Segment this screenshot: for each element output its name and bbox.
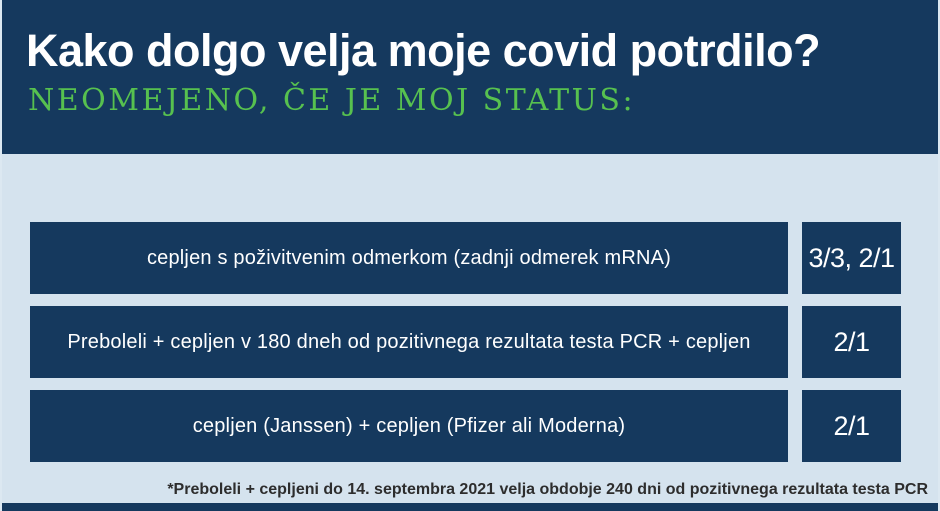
bottom-divider [2,503,938,511]
dose-badge: 3/3, 2/1 [802,222,901,294]
status-table: cepljen s poživitvenim odmerkom (zadnji … [30,222,901,474]
header-banner: Kako dolgo velja moje covid potrdilo? NE… [2,0,938,154]
table-row: cepljen s poživitvenim odmerkom (zadnji … [30,222,901,294]
page-title: Kako dolgo velja moje covid potrdilo? [26,25,821,76]
page-subtitle: NEOMEJENO, ČE JE MOJ STATUS: [28,83,636,119]
status-label: cepljen (Janssen) + cepljen (Pfizer ali … [30,390,788,462]
dose-badge: 2/1 [802,390,901,462]
table-row: cepljen (Janssen) + cepljen (Pfizer ali … [30,390,901,462]
dose-badge: 2/1 [802,306,901,378]
status-label: cepljen s poživitvenim odmerkom (zadnji … [30,222,788,294]
status-label: Preboleli + cepljen v 180 dneh od poziti… [30,306,788,378]
footnote-text: *Preboleli + cepljeni do 14. septembra 2… [167,481,928,498]
table-row: Preboleli + cepljen v 180 dneh od poziti… [30,306,901,378]
